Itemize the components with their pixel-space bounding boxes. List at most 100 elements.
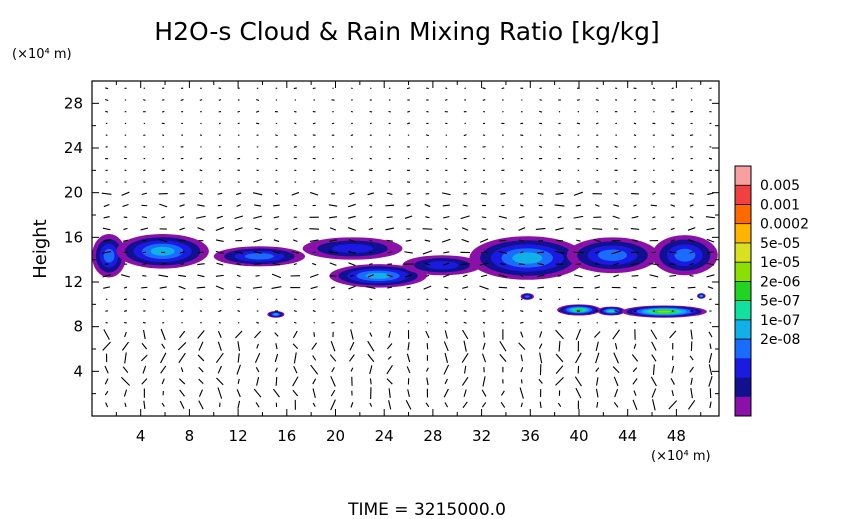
wind-arrow [369,169,373,172]
wind-arrow [426,377,429,386]
wind-arrow [102,227,111,231]
wind-arrow [445,181,448,183]
wind-arrow [463,310,467,312]
wind-arrow [255,122,260,125]
wind-arrow [425,367,429,372]
wind-arrow [463,321,467,324]
wind-arrow [482,146,486,148]
wind-arrow [464,99,467,101]
wind-arrow [501,227,505,231]
wind-arrow [687,400,696,410]
wind-arrow [407,122,411,125]
wind-arrow [687,286,696,289]
wind-arrow [481,192,487,195]
wind-arrow [633,390,637,396]
colorbar-swatch [735,242,751,263]
wind-arrow [539,401,542,409]
wind-arrow [143,99,146,101]
wind-arrow [291,191,300,196]
wind-arrow [500,192,506,195]
wind-arrow [329,216,338,219]
plot-frame [91,80,720,417]
wind-arrow [651,354,657,362]
wind-arrow [347,227,356,231]
wind-arrow [312,298,316,301]
wind-arrow [423,285,432,290]
wind-arrow [479,285,489,290]
wind-arrow [349,274,354,277]
wind-arrow [217,330,222,338]
wind-arrow [555,329,564,340]
wind-arrow [218,87,222,90]
colorbar-swatch [735,319,751,340]
wind-arrow [312,388,316,398]
cloud-region [697,293,706,299]
wind-arrow [255,402,260,408]
wind-arrow [237,341,241,352]
wind-arrow [197,227,205,231]
wind-arrow [613,401,619,408]
wind-arrow [558,310,561,312]
wind-arrow [613,262,619,266]
wind-arrow [690,329,693,340]
wind-arrow [292,227,298,231]
wind-arrow [237,298,241,301]
wind-arrow [537,251,545,254]
cloud-contour [273,313,279,316]
x-tick-label: 24 [375,427,394,445]
wind-arrow [331,367,335,373]
wind-arrow [633,122,637,125]
wind-arrow [460,263,470,266]
wind-arrow [404,215,413,219]
time-label: TIME = 3215000.0 [347,500,506,519]
wind-arrow [501,87,505,90]
x-unit-label: (×10⁴ m) [651,449,711,464]
wind-arrow [159,286,167,289]
wind-arrow [161,343,166,349]
wind-arrow [180,367,184,373]
wind-arrow [236,389,241,398]
wind-arrow [369,332,373,337]
x-tick-label: 20 [326,427,345,445]
wind-arrow [558,169,561,172]
wind-arrow [480,274,488,278]
wind-arrow [197,330,205,339]
wind-arrow [462,329,469,340]
wind-arrow [614,388,619,398]
wind-arrow [424,262,431,266]
cloud-contour [244,253,274,260]
wind-arrow [708,331,713,338]
wind-arrow [613,274,620,278]
wind-arrow [160,263,166,266]
wind-arrow [237,110,241,113]
wind-arrow [575,352,582,364]
wind-arrow [217,192,223,195]
wind-arrow [668,400,678,410]
wind-arrow [575,387,582,399]
wind-arrow [255,367,260,373]
colorbar-frame [734,165,752,417]
wind-arrow [442,204,450,207]
wind-arrow [407,342,410,351]
wind-arrow [218,309,222,313]
wind-arrow [161,110,165,113]
wind-arrow [179,330,186,339]
wind-arrow [197,354,205,362]
wind-arrow [406,366,411,374]
wind-arrow [199,298,203,301]
wind-arrow [234,215,244,220]
wind-arrow [104,390,109,396]
wind-arrow [557,274,562,277]
wind-arrow [613,204,620,207]
wind-arrow [141,342,148,350]
wind-arrow [331,321,335,324]
wind-arrow [671,157,674,160]
wind-arrow [405,239,412,242]
wind-arrow [329,239,337,242]
wind-arrow [293,263,297,266]
y-tick-label: 12 [64,273,83,291]
wind-arrow [294,110,297,113]
wind-arrow [104,98,109,102]
wind-arrow [633,181,637,183]
cloud-contour [331,243,374,254]
